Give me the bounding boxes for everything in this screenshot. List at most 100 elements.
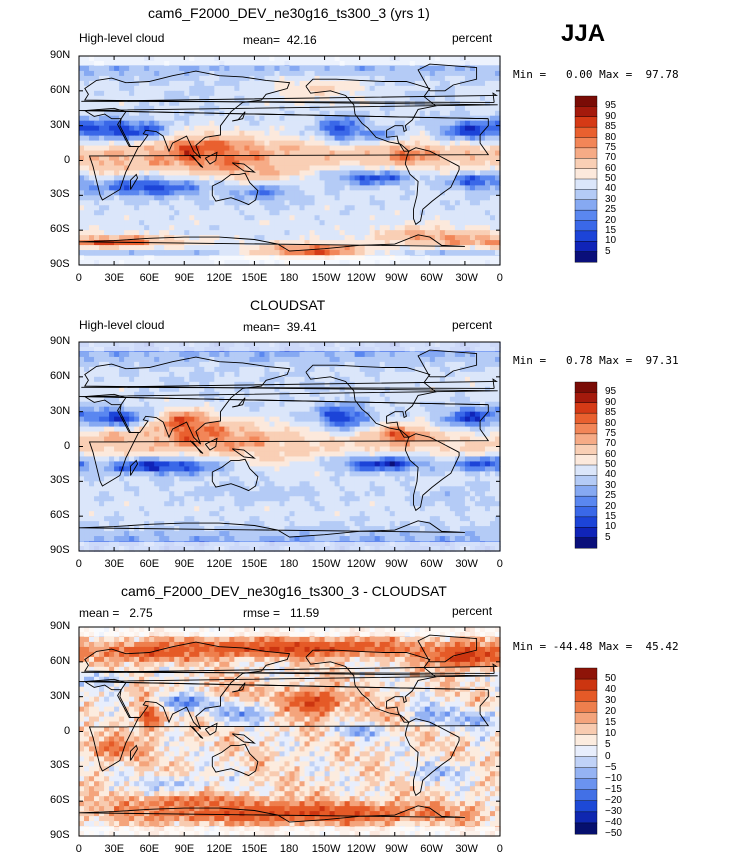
grid-cell — [234, 250, 240, 256]
grid-cell — [239, 235, 245, 241]
grid-cell — [109, 416, 115, 423]
grid-cell — [79, 135, 85, 142]
grid-cell — [434, 90, 441, 97]
grid-cell — [89, 416, 95, 423]
grid-cell — [94, 130, 100, 137]
grid-cell — [374, 411, 381, 418]
grid-cell — [269, 180, 276, 186]
grid-cell — [274, 230, 281, 236]
grid-cell — [439, 145, 446, 152]
grid-cell — [369, 381, 376, 388]
grid-cell — [274, 205, 281, 211]
x-tick-label: 120E — [206, 272, 233, 284]
grid-cell — [414, 125, 421, 132]
grid-cell — [194, 250, 200, 256]
grid-cell — [134, 140, 140, 147]
grid-cell — [239, 351, 245, 358]
grid-cell — [79, 411, 85, 418]
grid-cell — [339, 75, 346, 82]
grid-cell — [309, 356, 316, 363]
grid-cell — [289, 220, 296, 226]
grid-cell — [419, 135, 426, 142]
grid-cell — [179, 361, 185, 368]
grid-cell — [224, 80, 230, 87]
grid-cell — [294, 110, 301, 117]
grid-cell — [254, 110, 261, 117]
grid-cell — [279, 130, 286, 137]
grid-cell — [444, 391, 451, 398]
grid-cell — [394, 170, 401, 177]
grid-cell — [439, 376, 446, 383]
grid-cell — [199, 195, 205, 201]
grid-cell — [159, 220, 165, 226]
grid-cell — [494, 230, 501, 236]
grid-cell — [189, 215, 195, 221]
grid-cell — [424, 381, 431, 388]
grid-cell — [214, 361, 220, 368]
grid-cell — [134, 250, 140, 256]
grid-cell — [189, 155, 195, 162]
grid-cell — [399, 200, 406, 206]
grid-cell — [434, 105, 441, 112]
grid-cell — [489, 145, 496, 152]
grid-cell — [184, 195, 190, 201]
grid-cell — [184, 120, 190, 127]
grid-cell — [79, 95, 85, 102]
grid-cell — [144, 190, 150, 196]
grid-cell — [449, 80, 456, 87]
grid-cell — [259, 230, 266, 236]
grid-cell — [384, 160, 391, 167]
grid-cell — [189, 396, 195, 403]
grid-cell — [269, 245, 276, 251]
grid-cell — [84, 200, 90, 206]
grid-cell — [199, 185, 205, 191]
grid-cell — [99, 210, 105, 216]
grid-cell — [474, 371, 481, 378]
grid-cell — [184, 180, 190, 186]
grid-cell — [434, 75, 441, 82]
grid-cell — [199, 205, 205, 211]
grid-cell — [219, 376, 225, 383]
grid-cell — [479, 80, 486, 87]
grid-cell — [214, 225, 220, 231]
colorbar-label: 90 — [605, 110, 617, 122]
grid-cell — [359, 215, 366, 221]
grid-cell — [189, 250, 195, 256]
grid-cell — [379, 180, 386, 186]
grid-cell — [329, 85, 336, 92]
grid-cell — [474, 70, 481, 77]
grid-cell — [434, 250, 441, 256]
grid-cell — [129, 200, 135, 206]
grid-cell — [449, 396, 456, 403]
grid-cell — [474, 391, 481, 398]
grid-cell — [354, 250, 361, 256]
grid-cell — [114, 376, 120, 383]
grid-cell — [454, 195, 461, 201]
grid-cell — [494, 170, 501, 177]
grid-cell — [139, 90, 145, 97]
grid-cell — [359, 416, 366, 423]
grid-cell — [204, 220, 210, 226]
grid-cell — [169, 180, 175, 186]
grid-cell — [434, 150, 441, 157]
grid-cell — [459, 220, 466, 226]
grid-cell — [194, 386, 200, 393]
grid-cell — [164, 210, 170, 216]
grid-cell — [474, 170, 481, 177]
grid-cell — [414, 230, 421, 236]
grid-cell — [209, 85, 215, 92]
grid-cell — [354, 366, 361, 373]
grid-cell — [409, 155, 416, 162]
grid-cell — [369, 120, 376, 127]
grid-cell — [414, 120, 421, 127]
grid-cell — [104, 110, 110, 117]
grid-cell — [104, 356, 110, 363]
grid-cell — [309, 351, 316, 358]
grid-cell — [294, 361, 301, 368]
grid-cell — [194, 170, 200, 177]
grid-cell — [474, 386, 481, 393]
grid-cell — [464, 396, 471, 403]
grid-cell — [79, 195, 85, 201]
grid-cell — [179, 195, 185, 201]
grid-cell — [369, 225, 376, 231]
